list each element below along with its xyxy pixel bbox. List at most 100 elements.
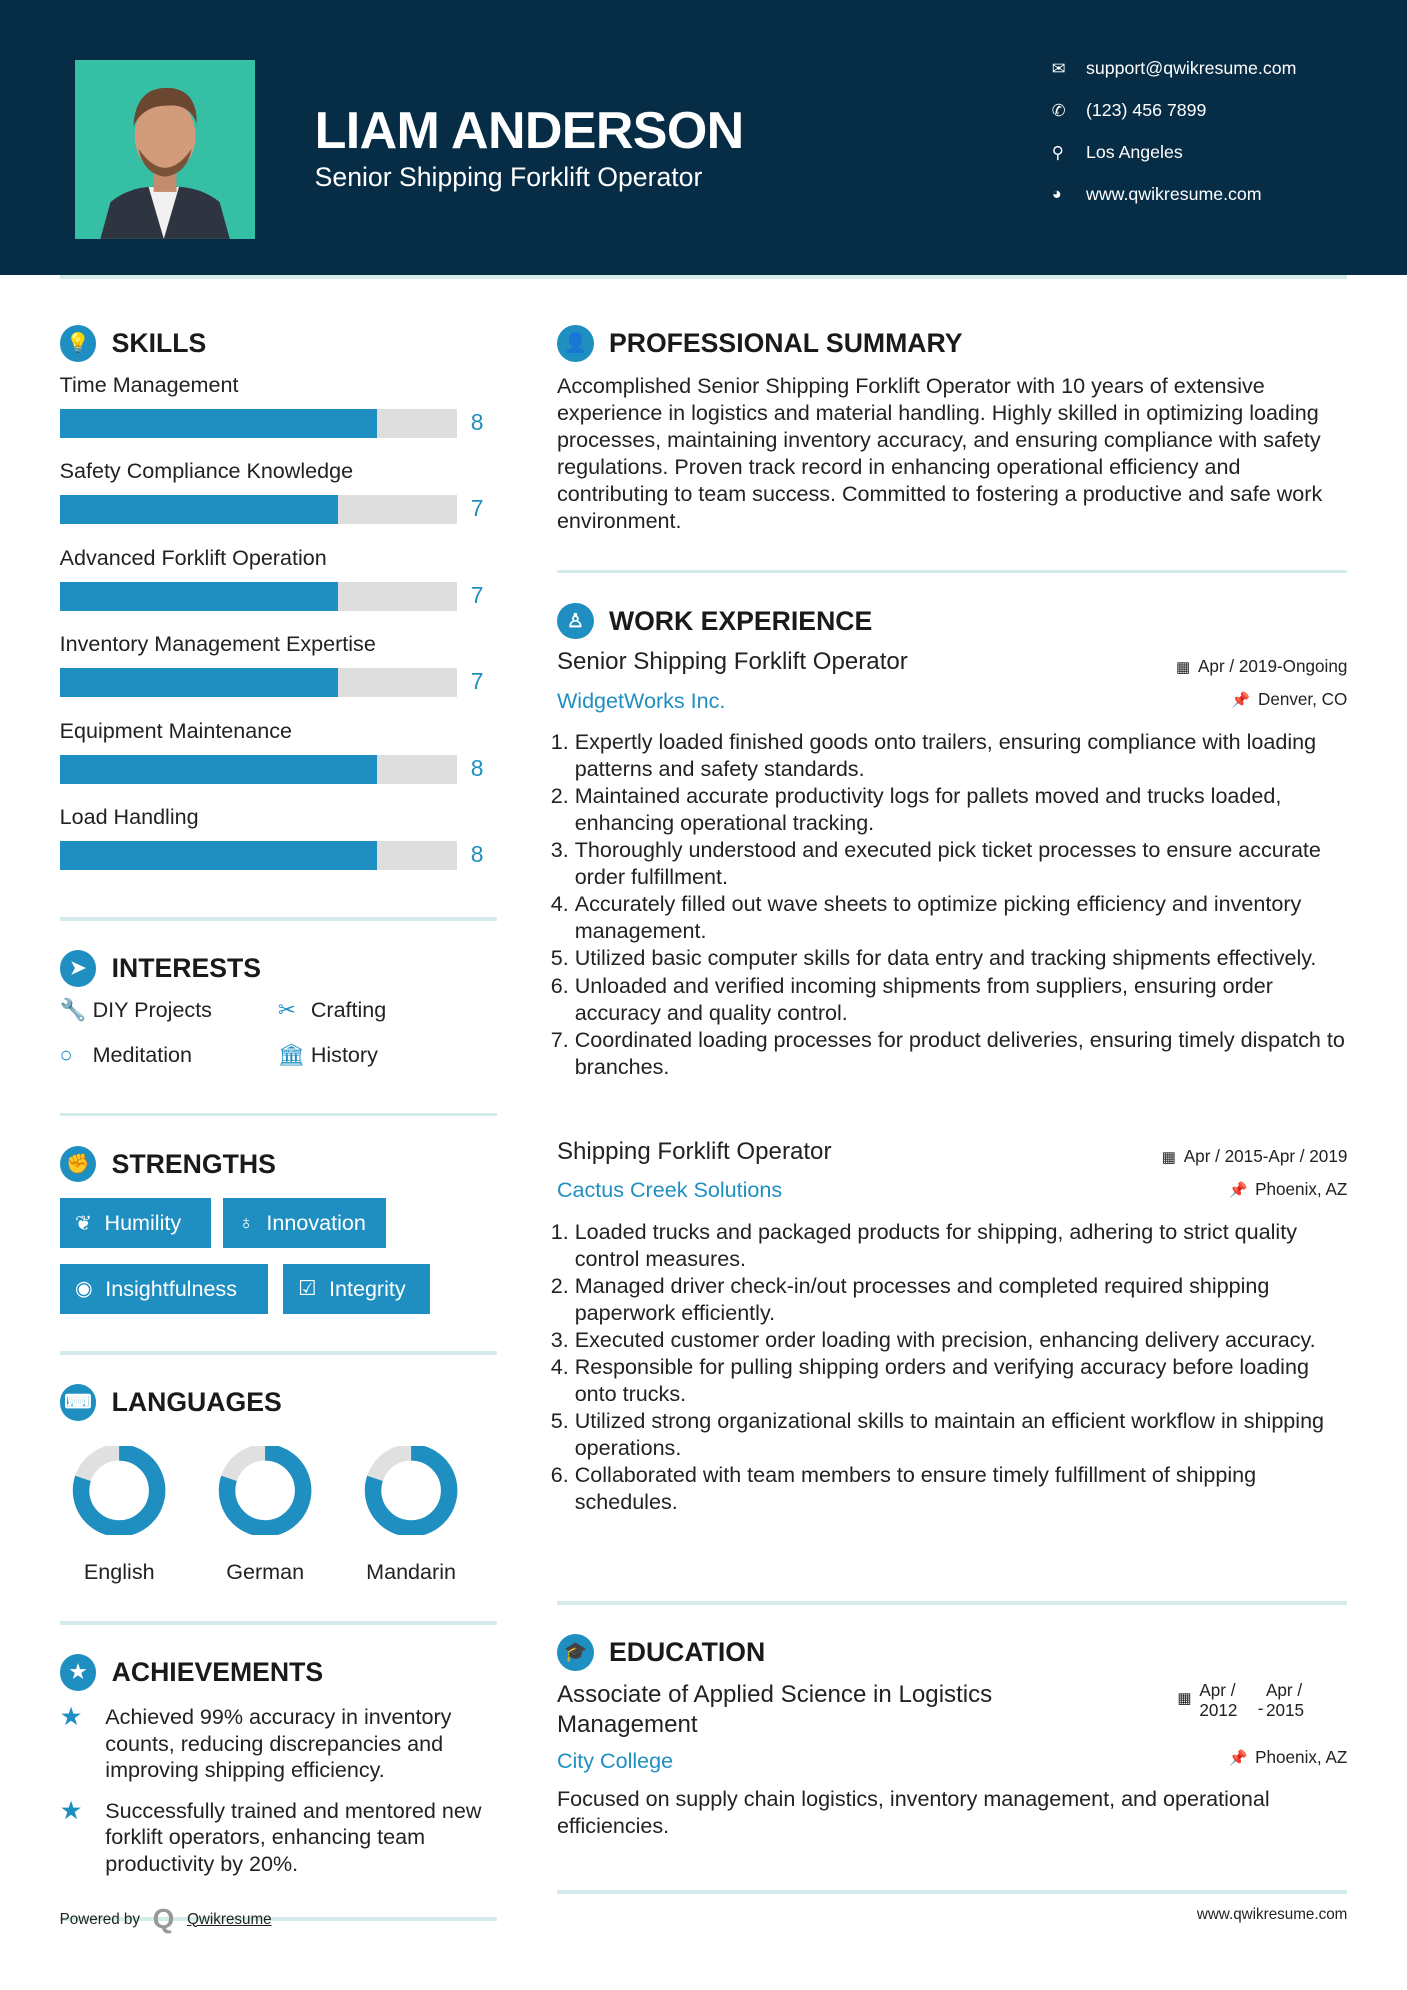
divider [59,1112,498,1117]
skill-value: 8 [470,841,484,868]
skill-label: Equipment Maintenance [59,717,293,743]
globe-icon: ◕ [1051,184,1062,203]
fist-icon: ✊ [59,1145,97,1183]
job-location: 📌 Denver, CO [1231,690,1347,710]
skill-label: Load Handling [59,804,199,830]
strengths-heading: ✊ STRENGTHS [59,1145,276,1183]
skill-bar-fill [59,408,378,438]
skill-value: 8 [470,408,484,435]
achievements-heading: ★ ACHIEVEMENTS [59,1654,324,1692]
divider [556,1601,1348,1605]
interests-heading: ➤ INTERESTS [59,950,261,988]
skill-bar-fill [59,668,338,698]
job-bullet: Expertly loaded finished goods onto trai… [575,728,1350,782]
profile-photo [74,59,255,239]
phone-icon: ✆ [1051,101,1066,120]
contact-website[interactable]: ◕ www.qwikresume.com [1052,184,1262,205]
location-text: Los Angeles [1086,142,1183,163]
job-title: Shipping Forklift Operator [556,1138,832,1166]
job-bullets: Loaded trucks and packaged products for … [557,1218,1350,1515]
skill-bar [59,408,457,438]
divider [59,1351,498,1355]
strength-tag: ❦ Humility [59,1197,211,1249]
lightbulb-icon: 💡 [59,324,97,362]
education-description: Focused on supply chain logistics, inven… [556,1786,1270,1839]
skill-bar [59,581,457,611]
star-icon: ★ [59,1702,83,1731]
job-location: 📌 Phoenix, AZ [1229,1180,1348,1200]
achievements-title: ACHIEVEMENTS [111,1657,324,1688]
language-item: Mandarin [354,1444,468,1585]
achievement-text: Achieved 99% accuracy in inventory count… [105,1703,452,1783]
interest-item: 🔧 DIY Projects [60,997,212,1023]
footer-url[interactable]: www.qwikresume.com [1196,1905,1348,1923]
pushpin-icon: 📌 [1228,1181,1248,1199]
job-dates: ▦ Apr / 2015-Apr / 2019 [1162,1147,1348,1167]
divider [556,1890,1348,1895]
calendar-icon: ▦ [1176,659,1191,677]
job-bullet: Unloaded and verified incoming shipments… [575,972,1350,1026]
calendar-icon: ▦ [1161,1148,1177,1166]
website-text: www.qwikresume.com [1086,183,1262,204]
job-bullet: Managed driver check-in/out processes an… [575,1272,1350,1326]
skill-label: Safety Compliance Knowledge [59,458,354,484]
email-text: support@qwikresume.com [1086,58,1297,79]
dates-text: Apr / 2015-Apr / 2019 [1183,1146,1348,1166]
star-badge-icon: ★ [59,1654,97,1692]
language-item: English [62,1444,176,1585]
location-text: Phoenix, AZ [1255,1179,1348,1199]
end-date: Apr / 2015 [1265,1681,1304,1721]
job-dates: ▦ Apr / 2019-Ongoing [1176,657,1347,677]
envelope-icon: ✉ [1051,59,1066,78]
donut-fill [364,1444,458,1538]
languages-heading: ⌨ LANGUAGES [59,1384,282,1421]
job-title: Senior Shipping Forklift Operator [556,648,908,676]
eye-icon: ◉ [74,1278,93,1301]
education-location: 📌 Phoenix, AZ [1229,1748,1348,1768]
powered-by-label: Powered by [59,1910,140,1928]
skill-bar [59,668,457,698]
divider [556,569,1348,574]
donut-fill [72,1444,166,1538]
graduate-icon: 🎓 [556,1634,594,1671]
language-item: German [208,1444,322,1585]
language-name: English [83,1558,155,1584]
skill-bar [59,841,457,871]
education-dates: ▦ Apr / 2012 - Apr / 2015 [1177,1681,1316,1722]
language-donut [218,1444,312,1538]
achievement-item: ★ Successfully trained and mentored new f… [60,1797,491,1878]
skill-value: 7 [470,495,484,522]
paper-plane-icon: ➤ [59,950,97,988]
brand-link[interactable]: Qwikresume [187,1910,272,1928]
strength-label: Innovation [266,1210,366,1236]
job-bullet: Executed customer order loading with pre… [575,1326,1350,1353]
summary-heading: 👤 PROFESSIONAL SUMMARY [556,324,963,362]
calendar-icon: ▦ [1177,1689,1192,1707]
lightbulb-icon: ♁ [238,1211,254,1234]
contact-email[interactable]: ✉ support@qwikresume.com [1052,58,1297,79]
strength-label: Integrity [329,1275,406,1301]
interest-label: Meditation [92,1041,193,1067]
strength-tag: ☑ Integrity [282,1263,431,1315]
phone-text: (123) 456 7899 [1086,100,1207,121]
candidate-title: Senior Shipping Forklift Operator [314,162,703,193]
interest-item: 🏛 History [278,1042,378,1068]
summary-title: PROFESSIONAL SUMMARY [608,327,963,358]
skill-bar-fill [59,581,338,611]
achievement-text: Successfully trained and mentored new fo… [105,1797,482,1877]
job-bullet: Thoroughly understood and executed pick … [575,836,1350,890]
header-divider [59,275,1348,280]
candidate-name: LIAM ANDERSON [314,102,745,161]
language-name: German [226,1558,305,1584]
experience-heading: ♙ WORK EXPERIENCE [556,602,873,640]
job-bullet: Coordinated loading processes for produc… [575,1026,1350,1080]
contact-phone[interactable]: ✆ (123) 456 7899 [1052,100,1207,121]
translate-icon: ⌨ [59,1384,97,1421]
strength-tag: ◉ Insightfulness [59,1263,268,1315]
circle-icon: ○ [59,1041,73,1067]
languages-title: LANGUAGES [111,1387,282,1418]
experience-title: WORK EXPERIENCE [608,605,873,636]
leaf-icon: ❦ [74,1212,92,1235]
skill-value: 7 [470,581,484,608]
donut-fill [218,1444,312,1538]
